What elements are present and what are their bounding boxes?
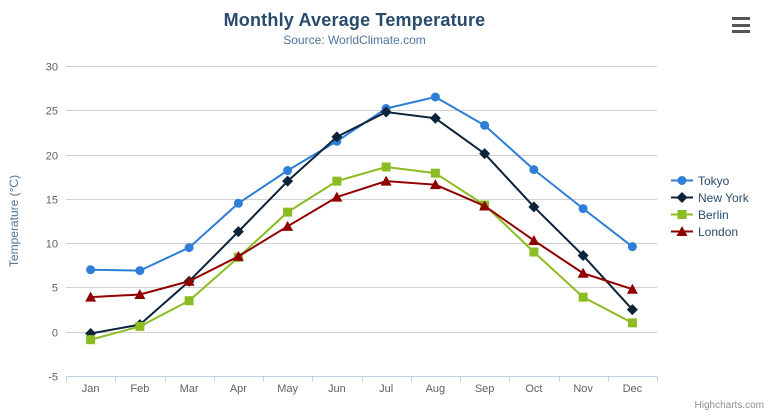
series-marker-london[interactable] bbox=[577, 267, 589, 278]
series-marker-tokyo[interactable] bbox=[135, 266, 145, 276]
series-marker-new-york[interactable] bbox=[577, 250, 589, 262]
series-marker-berlin[interactable] bbox=[184, 296, 194, 306]
export-menu-button[interactable] bbox=[730, 15, 754, 35]
series-marker-berlin[interactable] bbox=[381, 162, 391, 172]
series-marker-tokyo[interactable] bbox=[578, 204, 588, 214]
y-axis-label: 20 bbox=[46, 151, 58, 163]
y-axis-label: 10 bbox=[46, 239, 58, 251]
y-axis-title: Temperature (°C) bbox=[7, 174, 21, 268]
series-marker-london[interactable] bbox=[85, 291, 97, 302]
menu-icon bbox=[732, 23, 750, 27]
series-marker-tokyo[interactable] bbox=[233, 198, 243, 208]
series-marker-berlin[interactable] bbox=[430, 168, 440, 178]
series-marker-london[interactable] bbox=[380, 175, 392, 186]
legend-item-london[interactable]: London bbox=[671, 223, 749, 240]
x-axis-label: Jun bbox=[328, 383, 346, 395]
series-marker-new-york[interactable] bbox=[331, 131, 343, 143]
x-axis-label: Oct bbox=[525, 383, 542, 395]
series-marker-berlin[interactable] bbox=[283, 207, 293, 217]
series-marker-tokyo[interactable] bbox=[430, 92, 440, 102]
chart-subtitle: Source: WorldClimate.com bbox=[283, 33, 426, 47]
series-marker-berlin[interactable] bbox=[578, 292, 588, 302]
series-marker-tokyo[interactable] bbox=[283, 166, 293, 176]
y-axis-label: 25 bbox=[46, 106, 58, 118]
x-axis-label: Mar bbox=[180, 383, 199, 395]
series-marker-tokyo[interactable] bbox=[529, 165, 539, 175]
series-marker-tokyo[interactable] bbox=[480, 120, 490, 130]
legend-item-label: Tokyo bbox=[698, 173, 730, 188]
legend-item-label: New York bbox=[698, 190, 749, 205]
y-axis-label: 0 bbox=[52, 328, 58, 340]
series-marker-berlin[interactable] bbox=[627, 318, 637, 328]
series-marker-new-york[interactable] bbox=[479, 148, 491, 160]
series-marker-berlin[interactable] bbox=[135, 321, 145, 331]
chart-title: Monthly Average Temperature bbox=[223, 10, 486, 30]
legend-marker-icon bbox=[671, 226, 693, 236]
series-marker-berlin[interactable] bbox=[86, 335, 96, 345]
x-axis-label: Jul bbox=[379, 383, 393, 395]
legend-item-new-york[interactable]: New York bbox=[671, 189, 749, 206]
legend-marker-icon bbox=[671, 210, 693, 219]
series-marker-london[interactable] bbox=[626, 283, 638, 294]
legend-marker-icon bbox=[671, 192, 693, 203]
series-line-berlin[interactable] bbox=[89, 165, 634, 341]
y-axis-label: -5 bbox=[48, 372, 58, 384]
x-axis-label: Dec bbox=[623, 383, 643, 395]
series-marker-london[interactable] bbox=[232, 250, 244, 261]
y-axis-label: 15 bbox=[46, 195, 58, 207]
x-axis-label: Nov bbox=[573, 383, 593, 395]
series-marker-new-york[interactable] bbox=[232, 226, 244, 238]
legend-item-label: Berlin bbox=[698, 207, 729, 222]
legend: Tokyo New York Berlin London bbox=[671, 172, 749, 240]
legend-item-label: London bbox=[698, 224, 739, 239]
x-axis-label: May bbox=[277, 383, 298, 395]
series-marker-london[interactable] bbox=[134, 289, 146, 300]
series-marker-new-york[interactable] bbox=[282, 175, 294, 187]
series-marker-london[interactable] bbox=[528, 234, 540, 245]
x-axis-label: Aug bbox=[426, 383, 446, 395]
series-marker-london[interactable] bbox=[331, 191, 343, 202]
series-marker-tokyo[interactable] bbox=[184, 243, 194, 253]
x-axis-label: Jan bbox=[82, 383, 100, 395]
y-axis-label: 5 bbox=[52, 283, 58, 295]
series-marker-tokyo[interactable] bbox=[86, 265, 96, 275]
legend-marker-icon bbox=[671, 176, 693, 185]
series-line-london[interactable] bbox=[89, 180, 634, 299]
x-axis-label: Feb bbox=[130, 383, 149, 395]
menu-icon bbox=[732, 17, 750, 20]
series-marker-london[interactable] bbox=[429, 179, 441, 190]
series-line-tokyo[interactable] bbox=[89, 96, 634, 272]
series-marker-tokyo[interactable] bbox=[627, 242, 637, 252]
series-marker-berlin[interactable] bbox=[332, 176, 342, 186]
series-marker-berlin[interactable] bbox=[529, 247, 539, 257]
series-line-new-york[interactable] bbox=[89, 111, 634, 335]
legend-item-tokyo[interactable]: Tokyo bbox=[671, 172, 749, 189]
x-axis-label: Sep bbox=[475, 383, 495, 395]
series-marker-new-york[interactable] bbox=[626, 304, 638, 316]
series-marker-new-york[interactable] bbox=[429, 112, 441, 124]
credits-link[interactable]: Highcharts.com bbox=[694, 400, 764, 411]
y-axis-label: 30 bbox=[46, 62, 58, 74]
menu-icon bbox=[732, 30, 750, 33]
series-marker-new-york[interactable] bbox=[528, 201, 540, 213]
series-marker-london[interactable] bbox=[183, 275, 195, 286]
series-marker-new-york[interactable] bbox=[380, 106, 392, 118]
series-marker-london[interactable] bbox=[479, 200, 491, 211]
x-axis-label: Apr bbox=[230, 383, 247, 395]
legend-item-berlin[interactable]: Berlin bbox=[671, 206, 749, 223]
series-marker-london[interactable] bbox=[282, 220, 294, 231]
